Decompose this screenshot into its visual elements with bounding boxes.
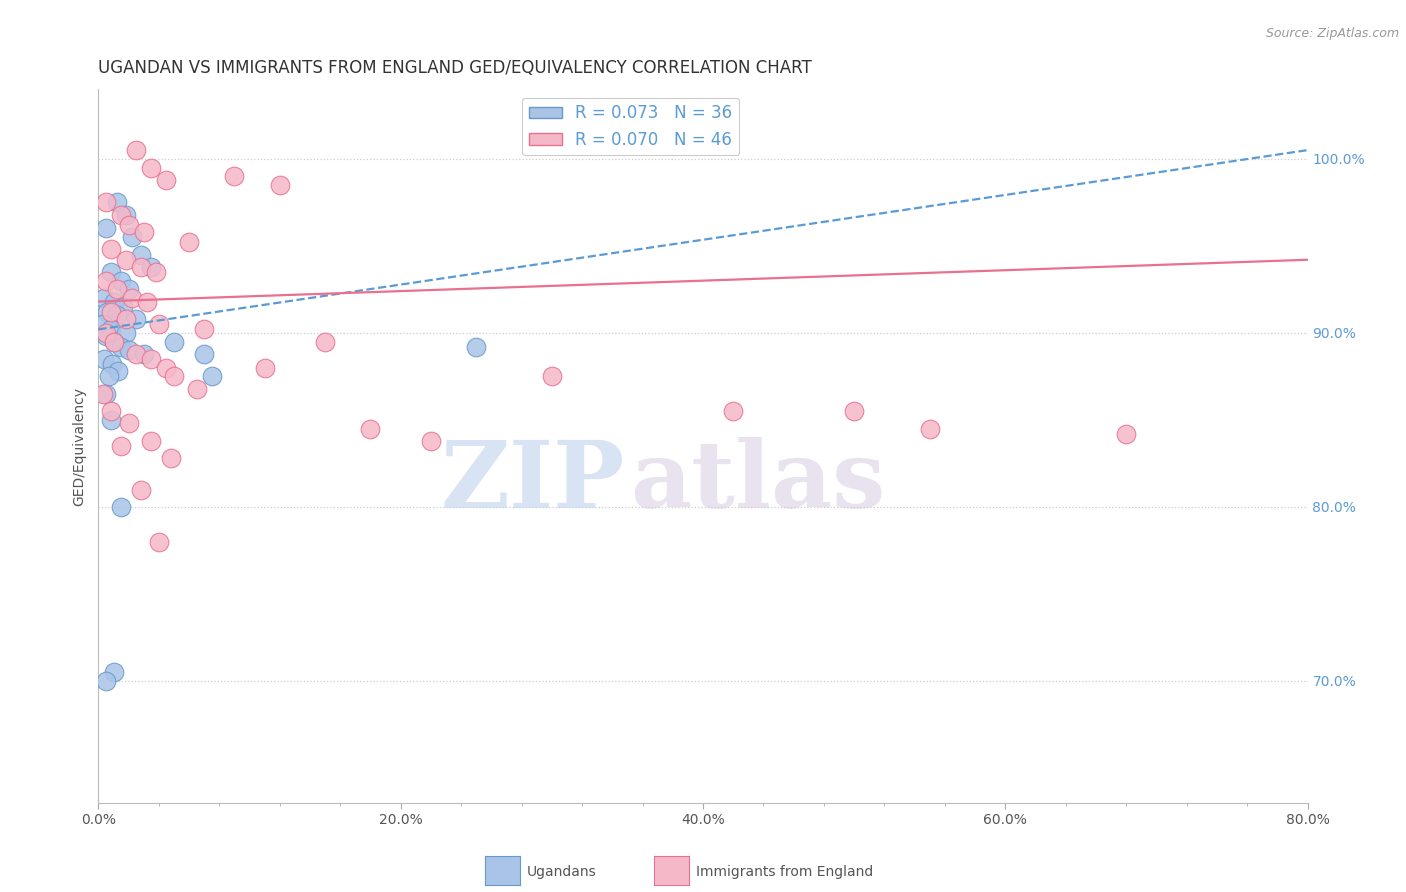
Point — [163, 369, 186, 384]
Point — [110, 274, 132, 288]
Point — [93, 291, 115, 305]
Point — [141, 351, 163, 366]
Text: Ugandans: Ugandans — [527, 865, 598, 880]
Point — [135, 294, 157, 309]
Point — [1115, 426, 1137, 441]
Text: Source: ZipAtlas.com: Source: ZipAtlas.com — [1265, 27, 1399, 40]
Point — [465, 340, 488, 354]
Point — [125, 143, 148, 157]
Point — [269, 178, 291, 192]
Point — [723, 404, 745, 418]
Point — [110, 207, 132, 221]
Text: UGANDAN VS IMMIGRANTS FROM ENGLAND GED/EQUIVALENCY CORRELATION CHART: UGANDAN VS IMMIGRANTS FROM ENGLAND GED/E… — [98, 59, 813, 77]
Point — [114, 326, 136, 340]
Point — [114, 252, 136, 267]
Point — [107, 364, 129, 378]
Text: Immigrants from England: Immigrants from England — [696, 865, 873, 880]
Point — [100, 322, 122, 336]
Point — [114, 312, 136, 326]
Point — [100, 243, 122, 257]
Point — [121, 291, 143, 305]
Point — [224, 169, 246, 184]
Point — [118, 417, 141, 431]
Point — [118, 343, 141, 358]
Point — [918, 421, 941, 435]
Point — [186, 382, 208, 396]
Point — [141, 161, 163, 175]
Point — [155, 360, 177, 375]
Point — [163, 334, 186, 349]
Point — [105, 195, 128, 210]
Point — [93, 351, 115, 366]
Point — [193, 347, 215, 361]
Point — [100, 265, 122, 279]
Point — [148, 317, 170, 331]
Point — [114, 207, 136, 221]
Point — [103, 334, 125, 349]
Point — [110, 500, 132, 514]
Point — [100, 413, 122, 427]
Point — [105, 282, 128, 296]
Point — [145, 265, 167, 279]
Point — [121, 230, 143, 244]
Point — [105, 309, 128, 323]
Point — [129, 260, 152, 274]
Point — [132, 347, 155, 361]
Point — [98, 369, 121, 384]
Point — [110, 439, 132, 453]
Point — [94, 386, 117, 401]
Point — [91, 386, 114, 401]
Text: ZIP: ZIP — [440, 437, 624, 526]
Point — [118, 282, 141, 296]
Point — [360, 421, 382, 435]
Point — [844, 404, 866, 418]
Point — [91, 317, 114, 331]
Point — [94, 326, 117, 340]
Point — [141, 434, 163, 448]
Point — [94, 274, 117, 288]
Point — [314, 334, 336, 349]
Point — [541, 369, 564, 384]
Point — [103, 334, 125, 349]
Point — [155, 172, 177, 186]
Point — [94, 673, 117, 688]
Point — [193, 322, 215, 336]
Text: atlas: atlas — [630, 437, 886, 526]
Y-axis label: GED/Equivalency: GED/Equivalency — [73, 386, 87, 506]
Point — [420, 434, 443, 448]
Point — [110, 340, 132, 354]
Point — [103, 665, 125, 680]
Point — [103, 294, 125, 309]
Point — [118, 218, 141, 232]
Point — [111, 300, 134, 314]
Point — [129, 483, 152, 497]
Point — [94, 195, 117, 210]
Point — [132, 225, 155, 239]
Point — [125, 312, 148, 326]
Point — [253, 360, 276, 375]
Legend: R = 0.073   N = 36, R = 0.070   N = 46: R = 0.073 N = 36, R = 0.070 N = 46 — [522, 97, 740, 155]
Point — [201, 369, 224, 384]
Point — [148, 534, 170, 549]
Point — [125, 347, 148, 361]
Point — [129, 247, 152, 261]
Point — [100, 305, 122, 319]
Point — [141, 260, 163, 274]
Point — [179, 235, 201, 250]
Point — [94, 221, 117, 235]
Point — [100, 404, 122, 418]
Point — [96, 305, 118, 319]
Point — [101, 357, 124, 371]
Point — [94, 329, 117, 343]
Point — [160, 451, 183, 466]
